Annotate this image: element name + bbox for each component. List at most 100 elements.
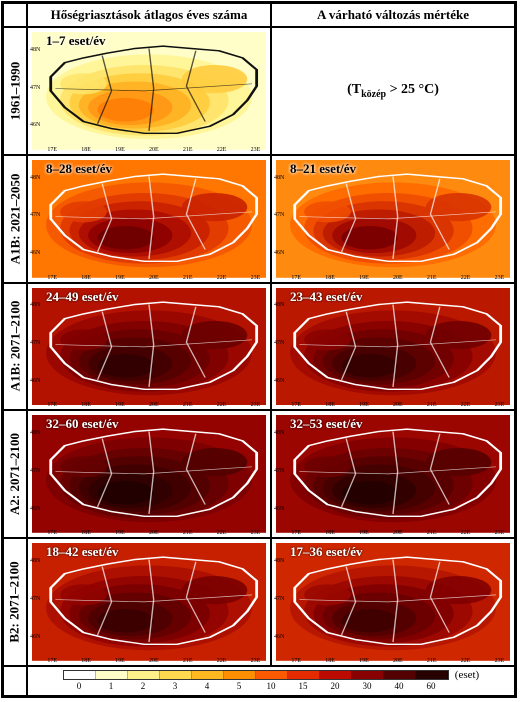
row-header-label: A1B: 2071–2100	[7, 301, 23, 392]
map-range-label: 23–43 eset/év	[290, 289, 363, 305]
axis-tick-y: 46N	[30, 506, 40, 512]
map-cell: 8–21 eset/év46N47N48N17E18E19E20E21E22E2…	[271, 155, 515, 283]
legend-swatch	[288, 671, 320, 679]
axis-tick-y: 46N	[30, 634, 40, 640]
axis-tick-x: 23E	[495, 530, 505, 536]
row-header: A2: 2071–2100	[3, 410, 27, 538]
map-cell: 17–36 eset/év46N47N48N17E18E19E20E21E22E…	[271, 538, 515, 666]
axis-tick-x: 20E	[393, 402, 403, 408]
threshold-text: (Tközép > 25 °C)	[347, 82, 439, 100]
axis-tick-x: 20E	[393, 530, 403, 536]
axis-tick-y: 46N	[274, 506, 284, 512]
axis-tick-x: 17E	[47, 402, 57, 408]
axis-tick-x: 23E	[251, 147, 261, 153]
row-header-label: A2: 2071–2100	[7, 433, 23, 515]
row-header: 1961–1990	[3, 27, 27, 155]
axis-tick-x: 18E	[81, 402, 91, 408]
axis-tick-y: 46N	[30, 378, 40, 384]
axis-tick-x: 19E	[115, 275, 125, 281]
map-range-label: 18–42 eset/év	[46, 544, 119, 560]
legend-swatch	[64, 671, 96, 679]
axis-tick-y: 48N	[30, 175, 40, 181]
axis-tick-y: 47N	[30, 212, 40, 218]
row-header: A1B: 2021–2050	[3, 155, 27, 283]
axis-tick-y: 46N	[274, 250, 284, 256]
axis-tick-x: 21E	[183, 275, 193, 281]
axis-tick-x: 21E	[427, 530, 437, 536]
heatmap	[32, 288, 266, 406]
heatmap	[32, 160, 266, 278]
axis-tick-x: 23E	[251, 530, 261, 536]
column-header: A várható változás mértéke	[271, 3, 515, 27]
legend-spacer	[3, 666, 27, 696]
map-range-label: 32–53 eset/év	[290, 416, 363, 432]
map-range-label: 8–21 eset/év	[290, 161, 356, 177]
column-header: Hőségriasztások átlagos éves száma	[27, 3, 271, 27]
axis-tick-x: 21E	[427, 275, 437, 281]
axis-tick-y: 48N	[274, 175, 284, 181]
axis-tick-x: 19E	[115, 147, 125, 153]
axis-tick-x: 20E	[393, 658, 403, 664]
legend-tick: 4	[205, 681, 210, 691]
axis-tick-x: 20E	[149, 658, 159, 664]
heatmap	[32, 415, 266, 533]
axis-tick-x: 22E	[217, 530, 227, 536]
row-header-label: A1B: 2021–2050	[7, 173, 23, 264]
heatmap	[276, 543, 510, 661]
axis-tick-y: 47N	[30, 85, 40, 91]
map-range-label: 8–28 eset/év	[46, 161, 112, 177]
axis-tick-y: 47N	[274, 468, 284, 474]
legend-tick: 40	[395, 681, 404, 691]
axis-tick-x: 18E	[81, 147, 91, 153]
map-cell: 1–7 eset/év46N47N48N17E18E19E20E21E22E23…	[27, 27, 271, 155]
axis-tick-x: 18E	[81, 658, 91, 664]
axis-tick-x: 17E	[47, 530, 57, 536]
axis-tick-y: 47N	[274, 596, 284, 602]
axis-tick-x: 19E	[359, 530, 369, 536]
axis-tick-y: 47N	[274, 212, 284, 218]
legend-swatch	[96, 671, 128, 679]
axis-tick-x: 22E	[217, 147, 227, 153]
legend-unit: (eset)	[455, 669, 479, 681]
row-header: B2: 2071–2100	[3, 538, 27, 666]
axis-tick-x: 19E	[359, 658, 369, 664]
axis-tick-x: 22E	[217, 275, 227, 281]
axis-tick-x: 19E	[359, 275, 369, 281]
legend-tick: 15	[299, 681, 308, 691]
axis-tick-x: 22E	[217, 658, 227, 664]
legend-swatch	[384, 671, 416, 679]
map-cell: 32–53 eset/év46N47N48N17E18E19E20E21E22E…	[271, 410, 515, 538]
axis-tick-x: 18E	[81, 275, 91, 281]
axis-tick-x: 17E	[291, 658, 301, 664]
axis-tick-x: 22E	[461, 402, 471, 408]
legend-swatch	[224, 671, 256, 679]
map-cell: 8–28 eset/év46N47N48N17E18E19E20E21E22E2…	[27, 155, 271, 283]
axis-tick-x: 23E	[495, 658, 505, 664]
legend-swatch	[256, 671, 288, 679]
axis-tick-x: 19E	[115, 402, 125, 408]
axis-tick-y: 47N	[30, 468, 40, 474]
axis-tick-y: 46N	[30, 250, 40, 256]
axis-tick-x: 18E	[325, 275, 335, 281]
axis-tick-x: 22E	[461, 658, 471, 664]
axis-tick-x: 17E	[291, 402, 301, 408]
legend-swatch	[320, 671, 352, 679]
axis-tick-x: 18E	[325, 402, 335, 408]
axis-tick-y: 48N	[274, 430, 284, 436]
axis-tick-y: 46N	[274, 634, 284, 640]
legend-swatch	[192, 671, 224, 679]
axis-tick-x: 23E	[251, 275, 261, 281]
map-range-label: 32–60 eset/év	[46, 416, 119, 432]
axis-tick-x: 22E	[461, 530, 471, 536]
map-range-label: 1–7 eset/év	[46, 33, 106, 49]
axis-tick-x: 20E	[149, 530, 159, 536]
axis-tick-x: 21E	[183, 402, 193, 408]
legend-bar-row: (eset)	[63, 669, 479, 681]
axis-tick-x: 17E	[47, 275, 57, 281]
axis-tick-x: 19E	[359, 402, 369, 408]
axis-tick-x: 20E	[149, 402, 159, 408]
axis-tick-y: 48N	[30, 558, 40, 564]
axis-tick-x: 23E	[251, 402, 261, 408]
axis-tick-x: 21E	[183, 530, 193, 536]
legend-swatch	[352, 671, 384, 679]
